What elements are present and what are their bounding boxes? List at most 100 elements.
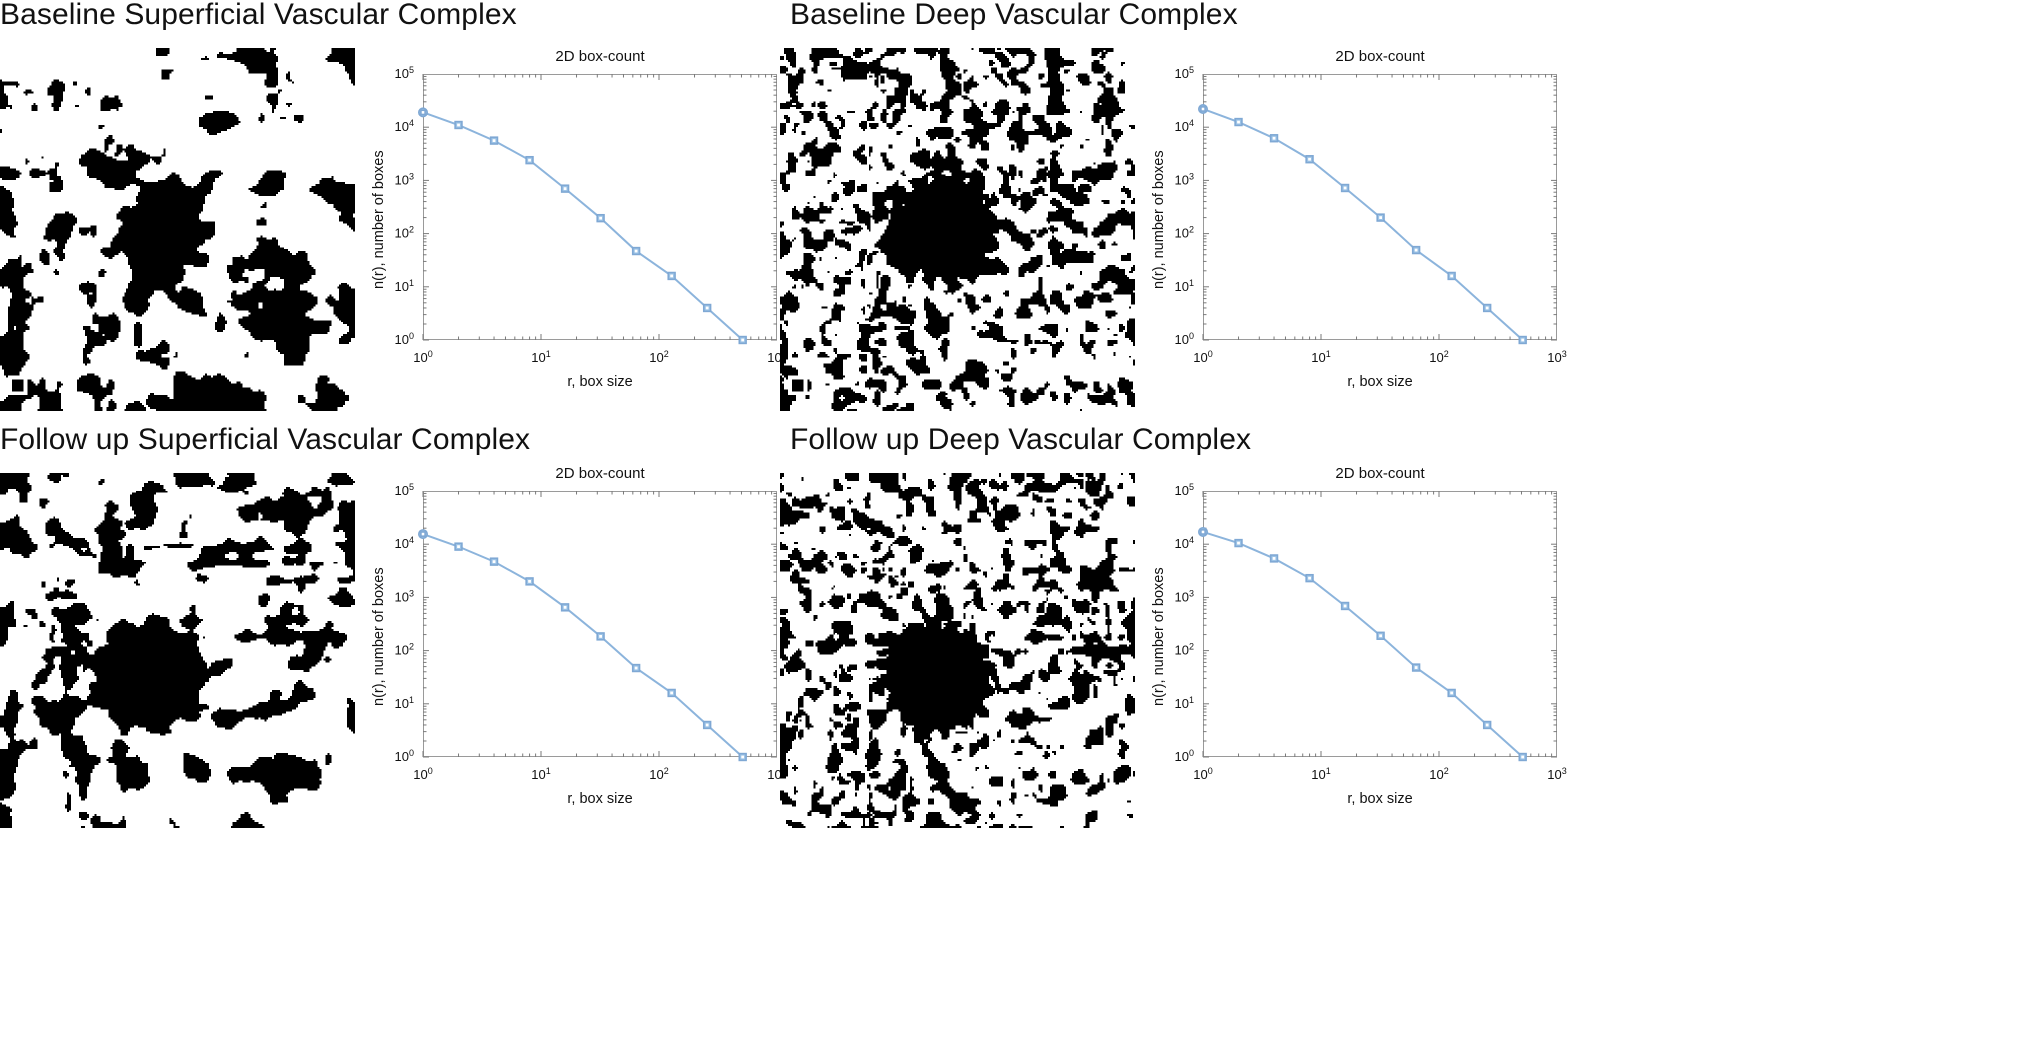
boxcount-data-point-center [457, 545, 460, 549]
panel-baseline-superficial: Baseline Superficial Vascular Complex 2D… [0, 0, 1020, 430]
boxcount-data-point-center [1450, 691, 1454, 695]
boxcount-data-point-center [634, 666, 638, 670]
boxcount-data-point-center [1237, 541, 1240, 545]
plot-title: 2D box-count [555, 465, 645, 482]
y-tick-label: 103 [1175, 588, 1194, 604]
y-tick-label: 102 [1175, 225, 1194, 241]
y-axis-label: n(r), number of boxes [371, 150, 387, 289]
boxcount-data-point-inner [420, 109, 426, 116]
boxcount-data-point-center [599, 634, 603, 638]
boxcount-data-point-center [457, 123, 460, 127]
x-axis-label: r, box size [567, 374, 633, 390]
boxcount-series-line [422, 111, 744, 341]
boxcount-data-point-center [741, 755, 745, 759]
boxcount-data-point-center [1521, 338, 1525, 342]
y-tick-label: 101 [1175, 695, 1194, 711]
x-tick-label: 102 [649, 766, 668, 782]
x-tick-label: 100 [413, 766, 432, 782]
boxcount-data-point-center [1237, 120, 1240, 124]
plot-axes [1203, 491, 1557, 757]
x-tick-label: 101 [1311, 766, 1330, 782]
y-tick-label: 102 [395, 225, 414, 241]
plot-title: 2D box-count [1335, 465, 1425, 482]
boxcount-data-point-center [492, 560, 496, 564]
boxcount-data-point-center [1485, 306, 1489, 310]
boxcount-data-point-center [1379, 634, 1383, 638]
x-tick-label: 100 [1193, 766, 1212, 782]
octa-enface-image-baseline-deep [780, 48, 1135, 411]
boxcount-data-point-center [1450, 274, 1454, 278]
boxcount-data-point-center [563, 605, 567, 609]
y-tick-label: 102 [1175, 642, 1194, 658]
panel-title: Baseline Deep Vascular Complex [790, 0, 1238, 31]
plot-title: 2D box-count [555, 48, 645, 65]
boxcount-series-line [1202, 108, 1524, 341]
y-tick-label: 100 [1175, 331, 1194, 347]
x-tick-label: 103 [1547, 349, 1566, 365]
y-tick-label: 103 [1175, 171, 1194, 187]
y-tick-label: 103 [395, 588, 414, 604]
y-axis-label: n(r), number of boxes [1151, 567, 1167, 706]
boxcount-data-point-center [599, 216, 603, 220]
x-tick-label: 102 [1429, 766, 1448, 782]
octa-enface-image-followup-superficial [0, 473, 355, 828]
y-tick-label: 105 [395, 65, 414, 81]
y-tick-label: 104 [395, 118, 414, 134]
panel-baseline-deep: Baseline Deep Vascular Complex 2D box-co… [780, 0, 2040, 430]
boxcount-data-point-center [705, 723, 709, 727]
y-tick-label: 100 [1175, 748, 1194, 764]
boxcount-data-point-center [1521, 755, 1525, 759]
y-tick-label: 104 [395, 535, 414, 551]
boxcount-data-point-center [1343, 604, 1347, 608]
boxcount-data-point-center [528, 579, 531, 583]
boxcount-data-point-center [705, 306, 709, 310]
y-tick-label: 101 [395, 695, 414, 711]
y-tick-label: 105 [395, 482, 414, 498]
x-tick-label: 101 [531, 349, 550, 365]
octa-enface-image-followup-deep [780, 473, 1135, 828]
boxcount-data-point-center [670, 274, 674, 278]
x-tick-label: 100 [413, 349, 432, 365]
boxcount-data-point-center [634, 249, 638, 253]
plot-axes [423, 491, 777, 757]
boxcount-data-point-center [1272, 136, 1276, 140]
y-axis-label: n(r), number of boxes [1151, 150, 1167, 289]
panel-title: Baseline Superficial Vascular Complex [0, 0, 517, 31]
boxcount-data-point-center [1379, 216, 1383, 219]
y-axis-label: n(r), number of boxes [371, 567, 387, 706]
panel-title: Follow up Deep Vascular Complex [790, 423, 1252, 456]
panel-title: Follow up Superficial Vascular Complex [0, 423, 531, 456]
panel-followup-superficial: Follow up Superficial Vascular Complex 2… [0, 425, 1020, 855]
boxcount-series-line [1202, 530, 1524, 758]
boxcount-data-point-center [1414, 248, 1418, 252]
boxcount-data-point-center [1308, 576, 1311, 580]
boxcount-data-point-center [1343, 186, 1347, 190]
panel-followup-deep: Follow up Deep Vascular Complex 2D box-c… [780, 423, 2040, 855]
boxcount-data-point-center [1414, 666, 1418, 669]
boxcount-data-point-inner [420, 531, 426, 537]
x-axis-label: r, box size [1347, 374, 1413, 390]
x-tick-label: 101 [1311, 349, 1330, 365]
y-tick-label: 101 [395, 278, 414, 294]
boxcount-series-line [422, 533, 744, 758]
y-tick-label: 103 [395, 171, 414, 187]
x-tick-label: 102 [1429, 349, 1448, 365]
boxcount-plot-followup-deep: 2D box-count 100 101 102 103 100 101 102 103 104 1… [1135, 465, 1575, 835]
boxcount-data-point-center [1272, 557, 1276, 560]
boxcount-data-point-center [670, 691, 674, 695]
y-tick-label: 105 [1175, 482, 1194, 498]
y-tick-label: 105 [1175, 65, 1194, 81]
x-axis-label: r, box size [1347, 791, 1413, 807]
octa-enface-image-baseline-superficial [0, 48, 355, 411]
y-tick-label: 101 [1175, 278, 1194, 294]
y-tick-label: 100 [395, 748, 414, 764]
y-tick-label: 102 [395, 642, 414, 658]
boxcount-data-point-center [1485, 723, 1489, 727]
x-tick-label: 100 [1193, 349, 1212, 365]
boxcount-data-point-inner [1200, 106, 1206, 112]
